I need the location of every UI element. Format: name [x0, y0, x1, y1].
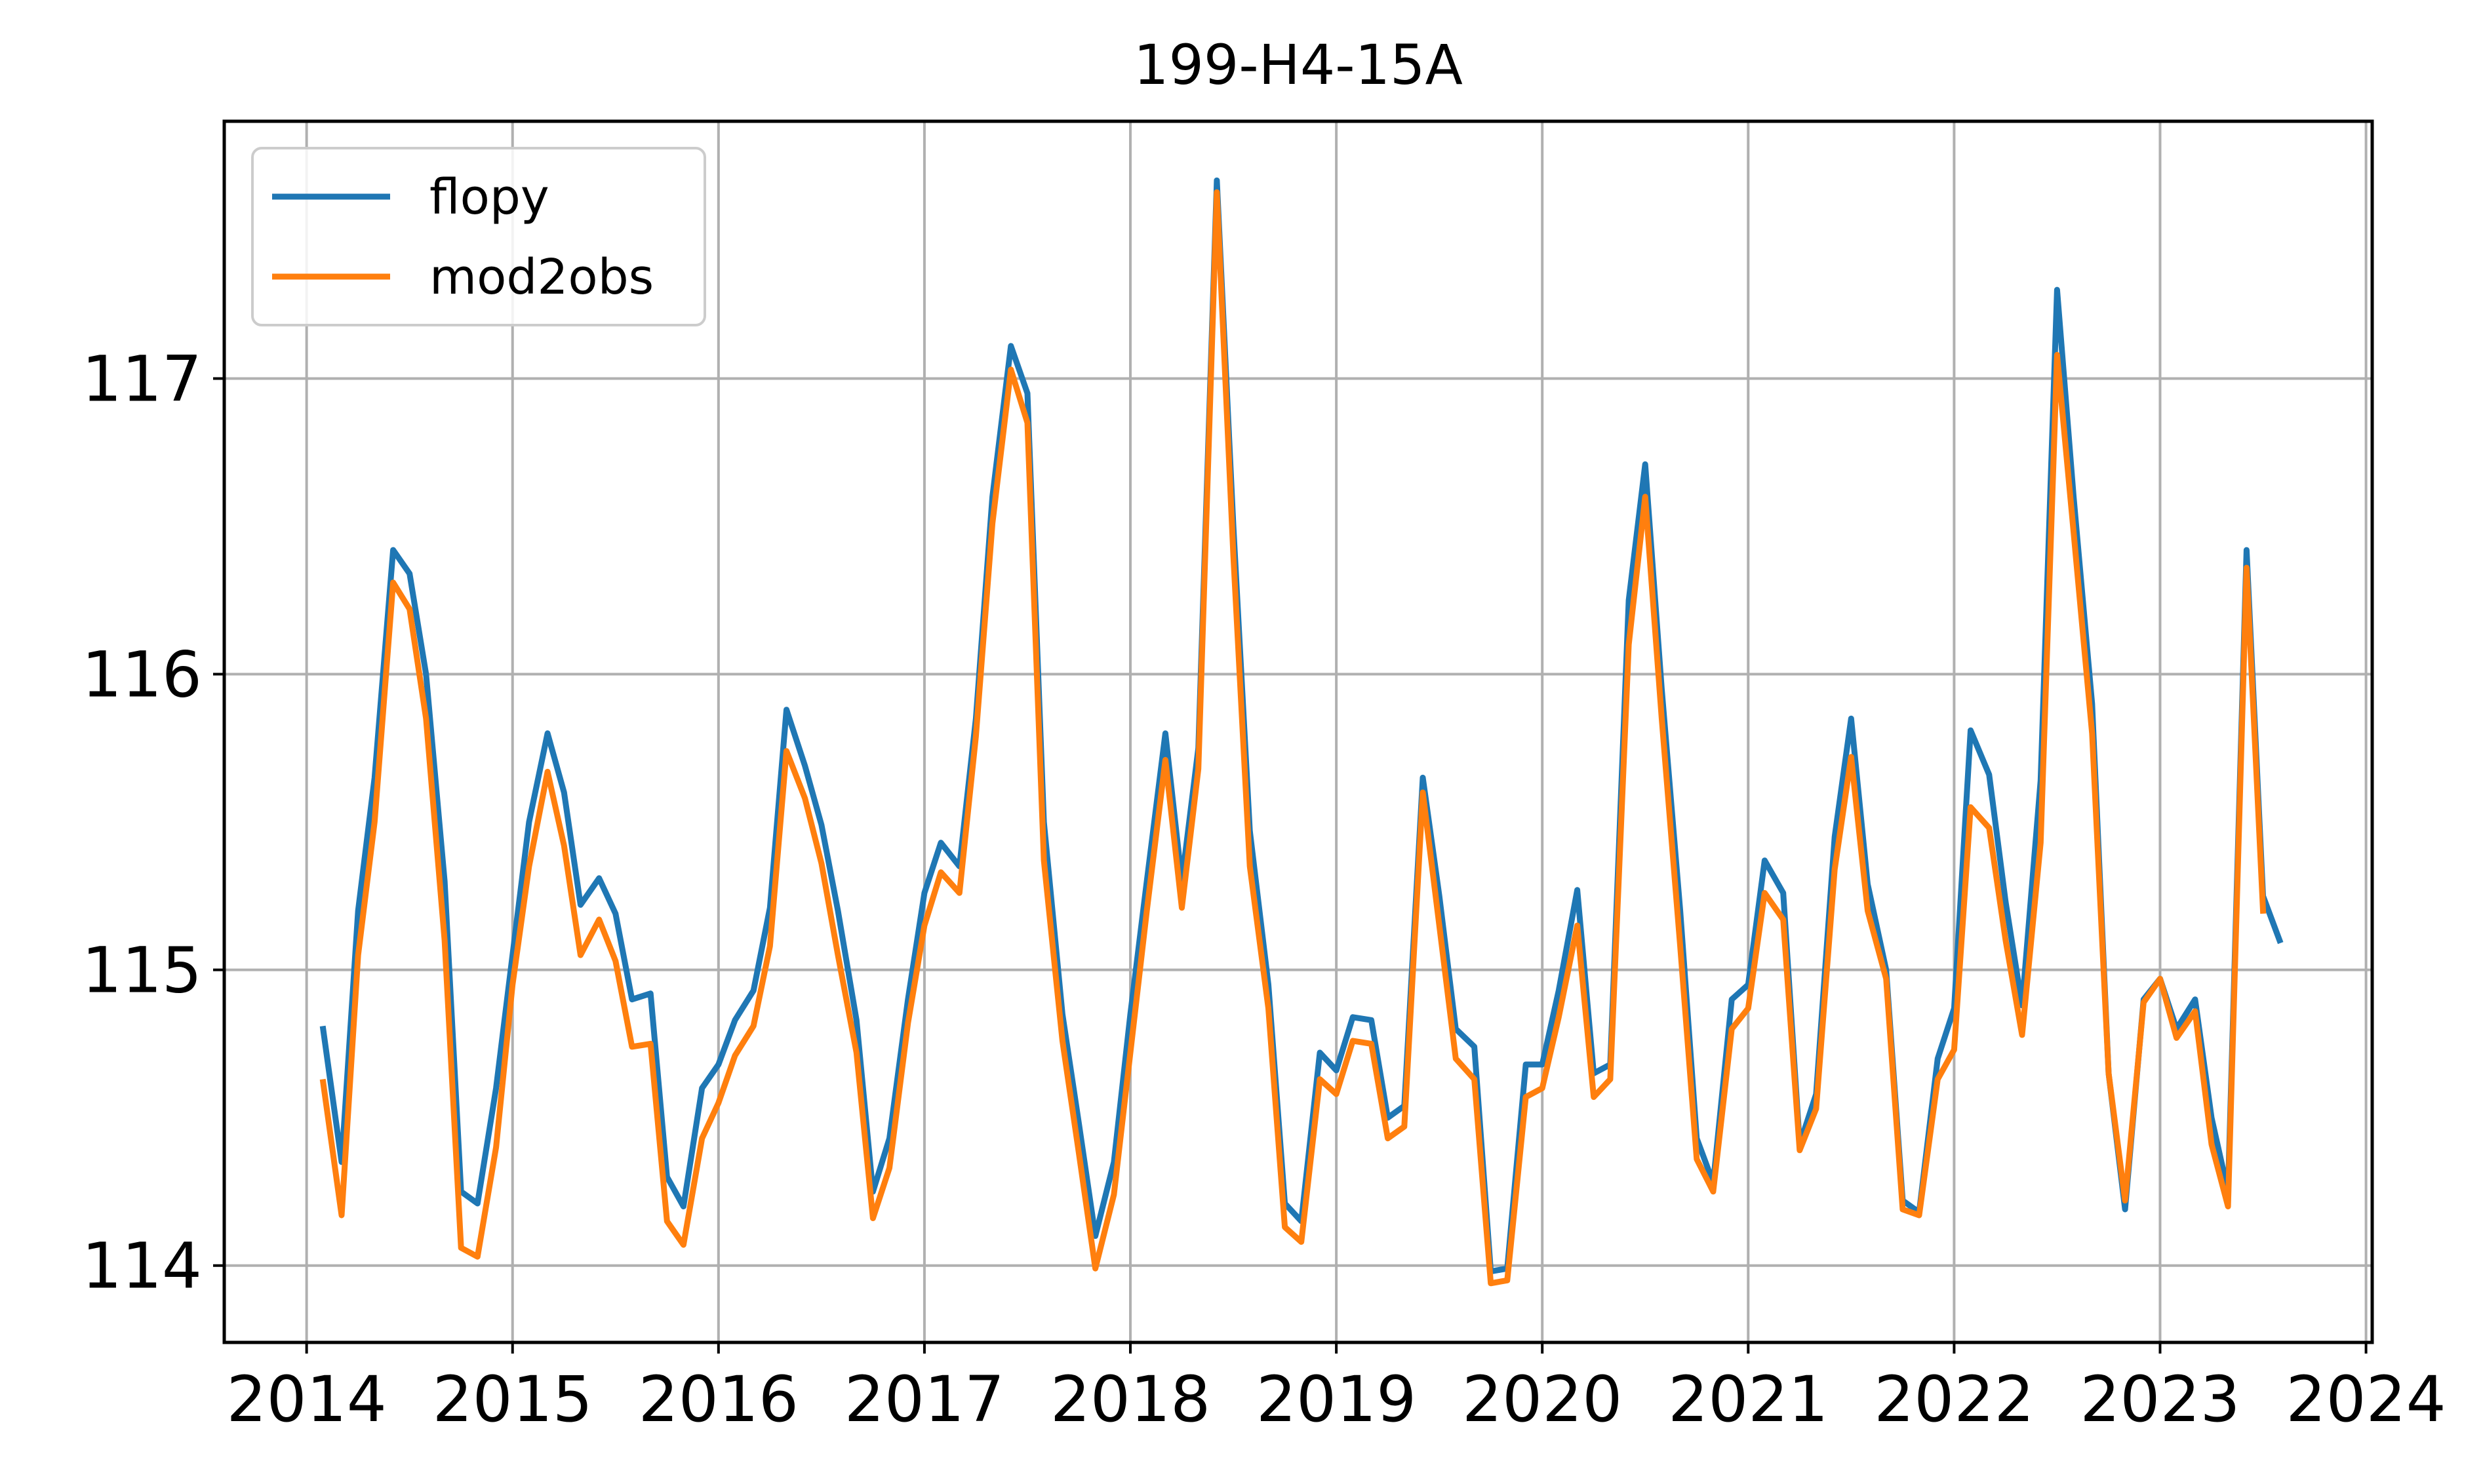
x-tick-label: 2022 — [1874, 1363, 2034, 1436]
x-tick-label: 2018 — [1050, 1363, 1210, 1436]
y-tick-label: 115 — [82, 934, 202, 1007]
x-tick-label: 2020 — [1462, 1363, 1622, 1436]
series-line-mod2obs — [319, 189, 2267, 1287]
legend: flopy mod2obs — [251, 147, 706, 326]
x-tick-label: 2015 — [433, 1363, 593, 1436]
plot-frame — [222, 119, 2374, 1344]
chart-title: 199-H4-15A — [1134, 33, 1463, 97]
legend-label-mod2obs: mod2obs — [429, 249, 654, 305]
legend-box — [251, 147, 706, 326]
x-tick-label: 2021 — [1668, 1363, 1828, 1436]
grid — [224, 121, 2372, 1342]
series-lines — [319, 177, 2284, 1287]
x-tick-label: 2016 — [639, 1363, 799, 1436]
x-tick-label: 2019 — [1256, 1363, 1416, 1436]
y-tick-label: 116 — [82, 638, 202, 712]
x-tick-label: 2017 — [844, 1363, 1004, 1436]
y-tick-label: 114 — [82, 1230, 202, 1303]
x-tick-label: 2023 — [2080, 1363, 2240, 1436]
x-tick-label: 2014 — [226, 1363, 386, 1436]
legend-label-flopy: flopy — [429, 169, 549, 225]
x-tick-label: 2024 — [2286, 1363, 2446, 1436]
y-tick-label: 117 — [82, 342, 202, 416]
axis-ticks: 2014 2015 2016 2017 2018 2019 2020 2021 2022 2023… — [82, 342, 2446, 1436]
